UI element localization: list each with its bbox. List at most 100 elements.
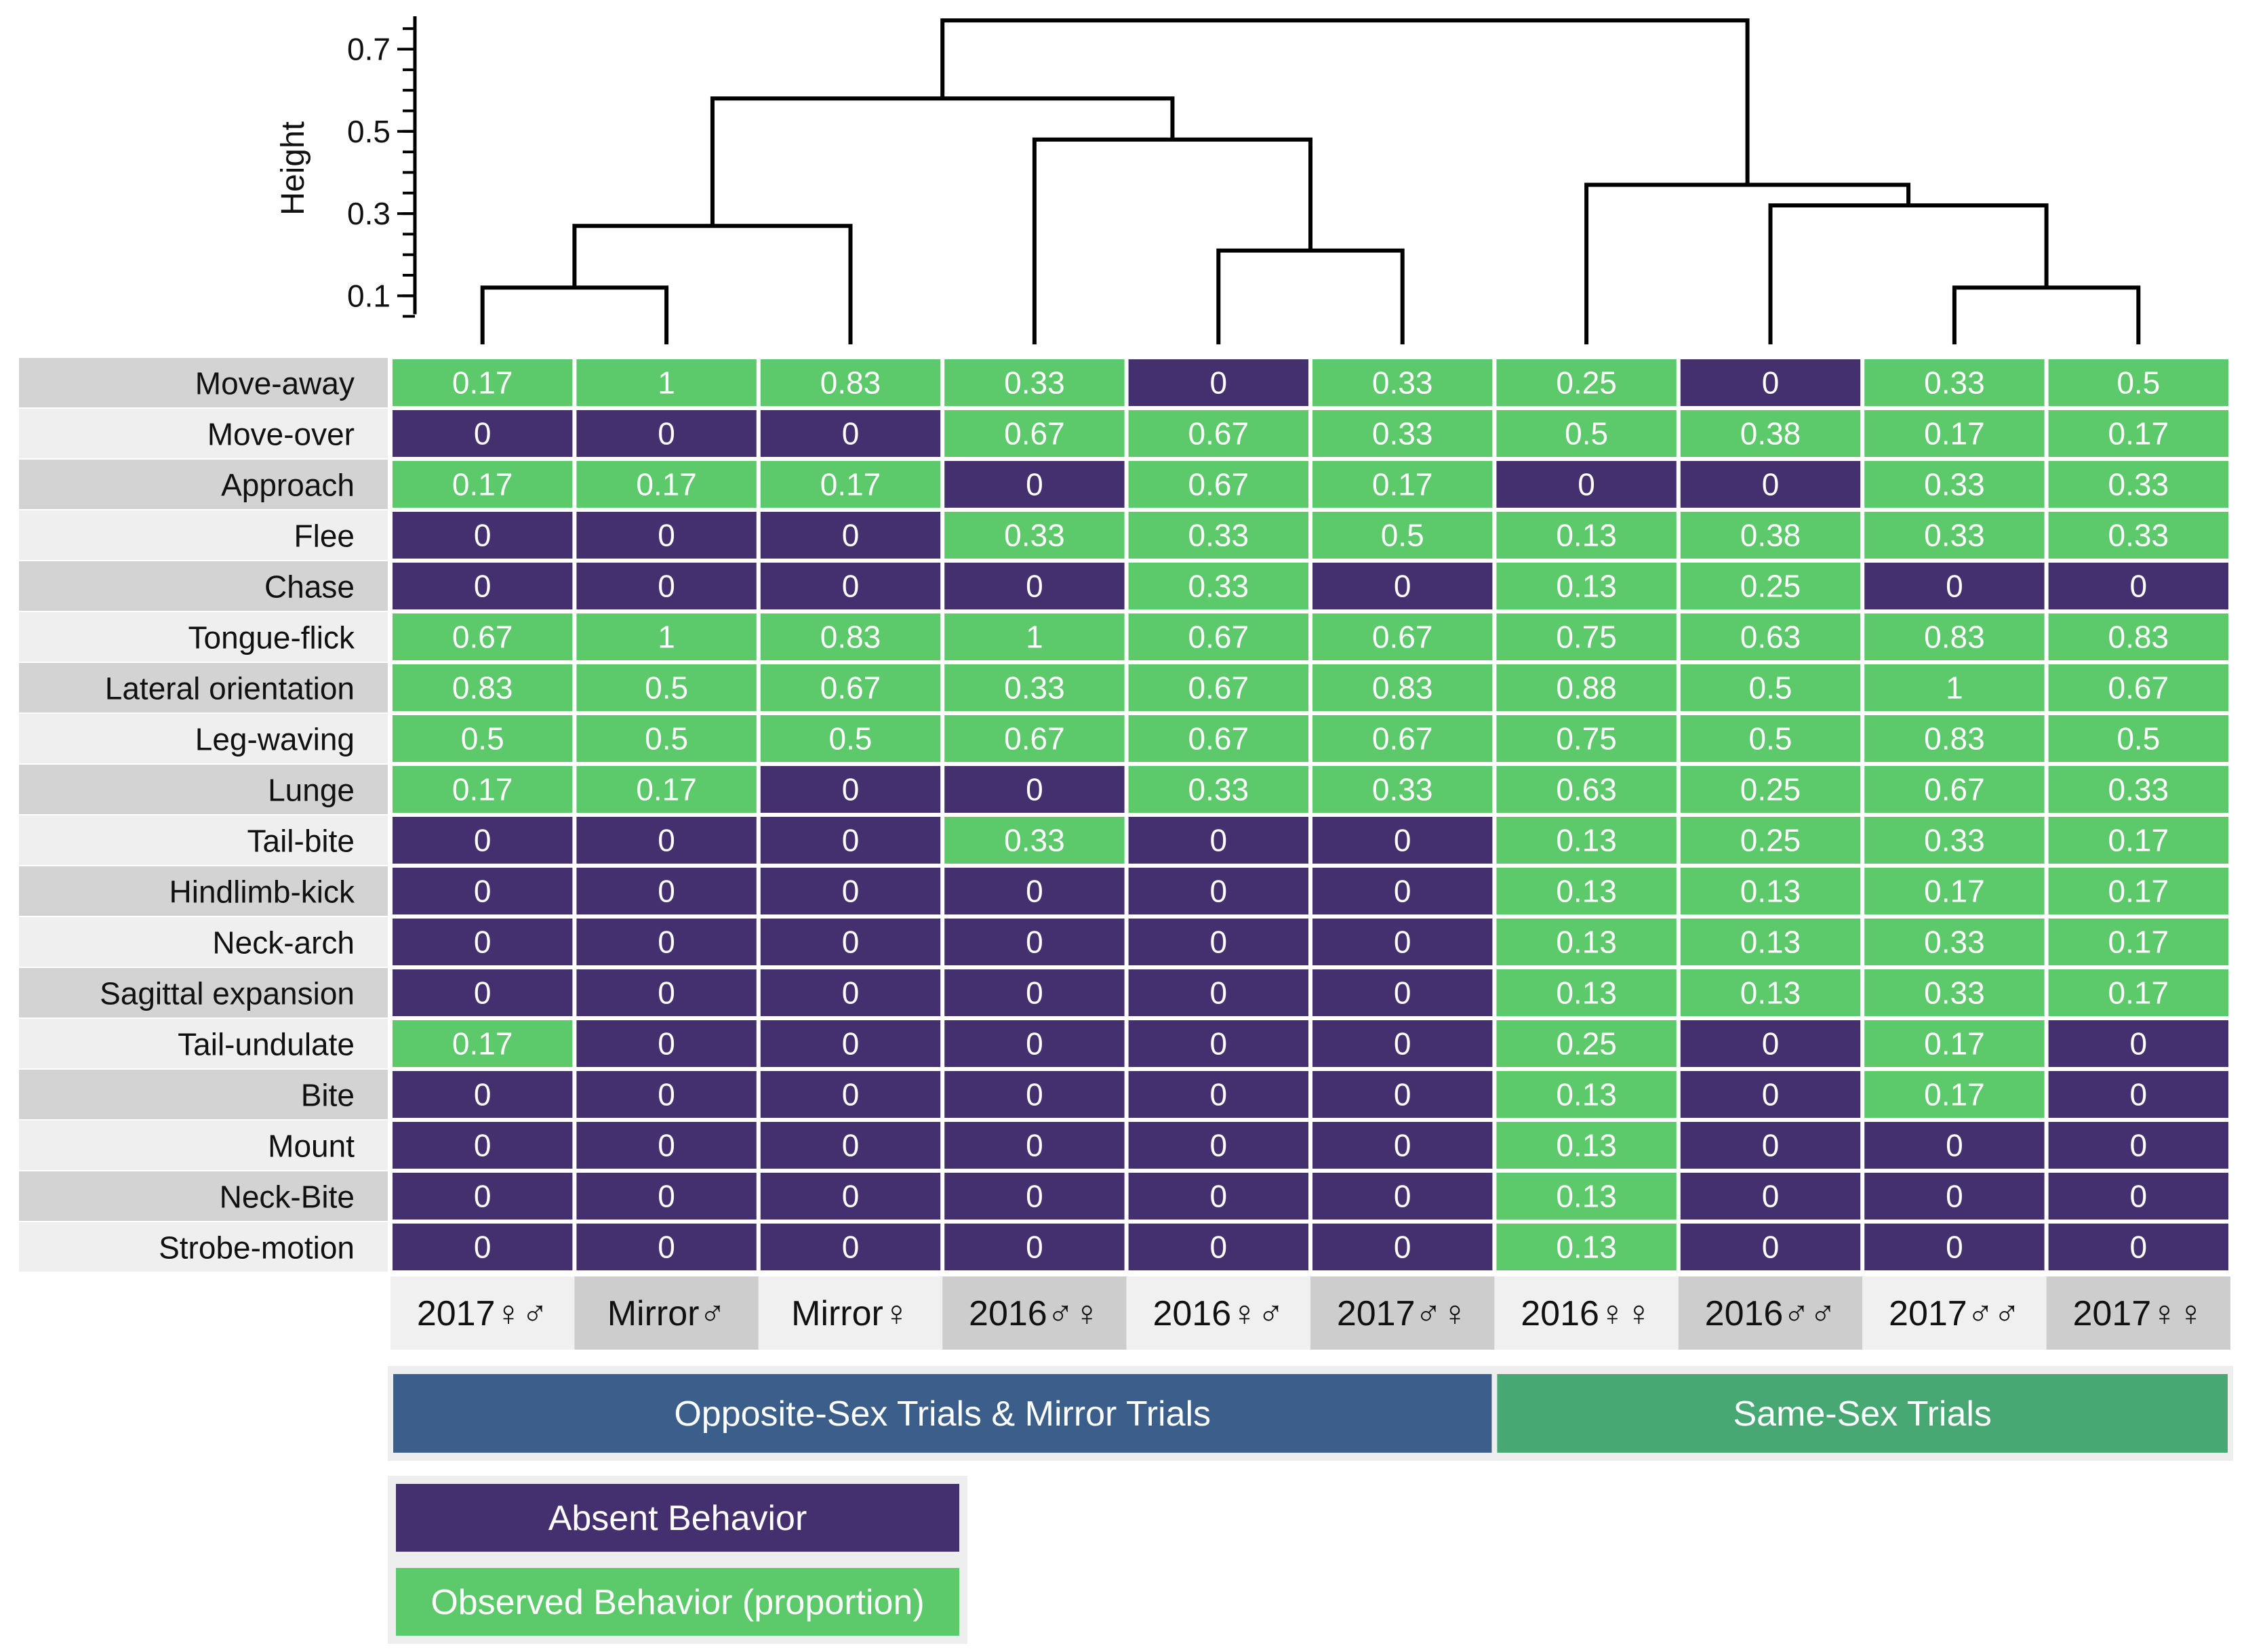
cell-value: 0 [1762,467,1780,502]
cell-value: 0.17 [1924,1026,1985,1062]
cell-value: 0 [842,1077,860,1112]
heatmap-cell [576,1122,757,1169]
cell-value: 0 [842,925,860,960]
heatmap-cell [1864,1224,2045,1270]
row-label: Move-over [207,417,355,452]
heatmap-cell [944,715,1125,762]
cell-value: 0.25 [1740,772,1801,807]
cell-value: 0.25 [1556,365,1617,401]
column-label-bg [1310,1276,1495,1350]
cell-value: 0 [1762,365,1780,401]
heatmap-cell [1864,969,2045,1016]
heatmap-cell [576,613,757,660]
heatmap-cell [1496,461,1677,508]
row-label-bg [19,1070,388,1119]
cell-value: 0.13 [1740,874,1801,909]
cell-value: 0 [1394,1128,1411,1163]
cell-value: 0 [1026,1026,1043,1062]
heatmap-cell [393,868,573,914]
cell-value: 0.33 [1924,467,1985,502]
heatmap-cell [1128,359,1308,406]
heatmap-cell [576,359,757,406]
heatmap-cell [944,410,1125,457]
cell-value: 0 [2130,569,2148,604]
cell-value: 0 [658,1230,675,1265]
cell-value: 0.33 [2108,467,2169,502]
heatmap-cell [576,410,757,457]
row-label: Tail-undulate [178,1027,355,1062]
heatmap-cell [1496,664,1677,711]
cell-value: 0 [1026,467,1043,502]
cell-value: 0.17 [636,467,697,502]
heatmap-cell [1496,563,1677,609]
cell-value: 0.67 [1924,772,1985,807]
cell-value: 0.25 [1740,569,1801,604]
heatmap-cell [1864,1122,2045,1169]
cell-value: 0 [1026,975,1043,1011]
heatmap-cell [2048,919,2228,965]
row-label: Mount [268,1129,355,1164]
cell-value: 0.17 [2108,823,2169,858]
cell-value: 0.17 [636,772,697,807]
heatmap-cell [1312,1122,1493,1169]
row-label-bg [19,1171,388,1221]
heatmap-cell [1128,410,1308,457]
cell-value: 0 [658,1026,675,1062]
cell-value: 0 [658,518,675,553]
cell-value: 0.83 [820,620,881,655]
heatmap-cell [944,1020,1125,1067]
heatmap-cell [1680,868,1861,914]
heatmap-cell [1864,1020,2045,1067]
cell-value: 0.13 [1556,1128,1617,1163]
heatmap-cell [944,919,1125,965]
legend-swatch [396,1568,959,1636]
cell-value: 0.17 [2108,416,2169,451]
heatmap-cell [944,1071,1125,1118]
cell-value: 0 [474,1230,492,1265]
heatmap-cell [944,512,1125,559]
row-label: Leg-waving [195,722,355,757]
group-label: Same-Sex Trials [1733,1394,1991,1434]
cell-value: 0 [1394,569,1411,604]
column-label: Mirror♂ [607,1294,726,1333]
cell-value: 0 [1394,1179,1411,1214]
heatmap-cell [393,359,573,406]
cell-value: 0.38 [1740,416,1801,451]
cell-value: 0.67 [1372,620,1433,655]
heatmap-cell [1496,868,1677,914]
heatmap-cell [1680,919,1861,965]
cell-value: 0 [1946,1179,1963,1214]
heatmap-cell [1496,1071,1677,1118]
heatmap-cell [944,766,1125,813]
heatmap-cell [2048,410,2228,457]
column-label: 2017♂♂ [1889,1294,2020,1333]
cell-value: 0.5 [2117,721,2160,757]
heatmap-cell [1128,1173,1308,1220]
cell-value: 0.17 [2108,975,2169,1011]
dendrogram-branch [1952,285,2141,344]
heatmap-cell [2048,766,2228,813]
cell-value: 0 [474,1128,492,1163]
cell-value: 0.13 [1556,518,1617,553]
heatmap-cell [2048,969,2228,1016]
heatmap-cell [760,715,941,762]
heatmap-cell [576,715,757,762]
cell-value: 0.13 [1556,569,1617,604]
heatmap-cell [393,817,573,864]
cell-value: 0 [658,1077,675,1112]
height-tick-label: 0.3 [347,196,390,231]
heatmap-cell [1680,1122,1861,1169]
heatmap-cell [2048,512,2228,559]
cell-value: 0.5 [1381,518,1424,553]
heatmap-cell [760,664,941,711]
cell-value: 0.83 [1372,670,1433,706]
heatmap-cell [2048,1122,2228,1169]
heatmap-cell [393,1173,573,1220]
cell-value: 0 [1210,1128,1228,1163]
heatmap-cell [393,969,573,1016]
heatmap-cell [393,766,573,813]
heatmap-cell [1496,512,1677,559]
column-labels: 2017♀♂ Mirror♂ Mirror♀ 2016♂♀ 2016♀♂ 2017♂♀ 20… [390,1276,2230,1350]
cell-value: 0.5 [461,721,504,757]
heatmap-cell [1864,919,2045,965]
